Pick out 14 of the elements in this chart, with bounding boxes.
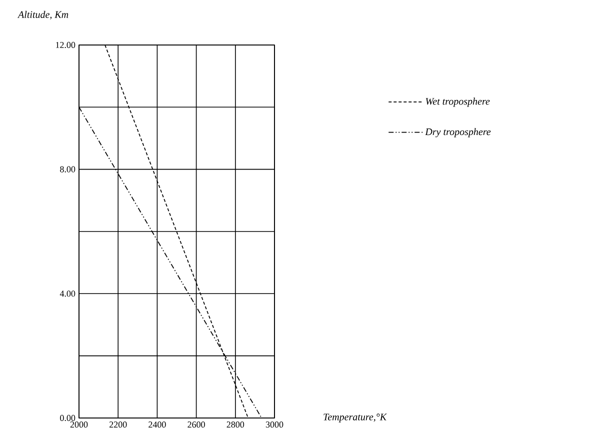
x-tick-label: 2000: [70, 422, 88, 428]
y-axis-title: Altitude, Km: [17, 10, 68, 20]
legend-label: Wet troposphere: [426, 98, 490, 107]
x-tick-label: 2400: [148, 422, 166, 428]
y-tick-label: 8.00: [60, 166, 76, 172]
x-tick-label: 2600: [188, 422, 205, 428]
x-tick-label: 2800: [226, 422, 244, 428]
x-tick-label: 2200: [110, 422, 127, 428]
legend-label: Dry troposphere: [425, 128, 491, 138]
y-tick-label: 0.00: [60, 414, 76, 422]
x-axis-title: Temperature,°K: [324, 414, 387, 422]
y-tick-label: 4.00: [60, 290, 76, 297]
x-tick-label: 3000: [266, 422, 284, 428]
y-tick-label: 12.00: [56, 42, 76, 48]
